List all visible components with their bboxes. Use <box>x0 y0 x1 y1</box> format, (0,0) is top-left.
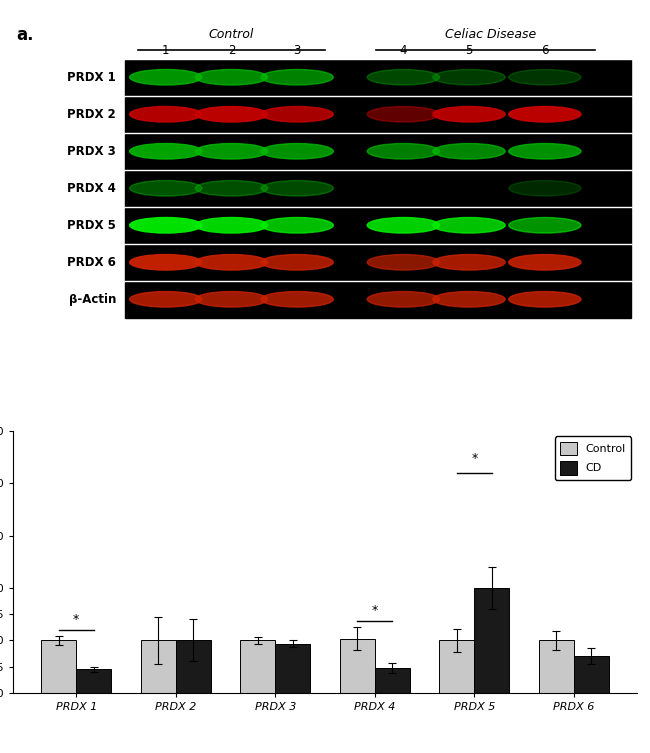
Bar <box>340 639 375 693</box>
Text: PRDX 5: PRDX 5 <box>67 219 116 232</box>
Ellipse shape <box>433 69 505 85</box>
Text: PRDX 4: PRDX 4 <box>67 181 116 195</box>
Ellipse shape <box>195 255 268 270</box>
Ellipse shape <box>433 291 505 307</box>
Bar <box>125 245 630 281</box>
Bar <box>539 640 574 693</box>
Ellipse shape <box>195 218 268 233</box>
Ellipse shape <box>433 255 505 270</box>
Ellipse shape <box>509 291 581 307</box>
Bar <box>125 59 630 96</box>
Bar <box>574 656 608 693</box>
Text: 4: 4 <box>400 44 407 57</box>
Text: a.: a. <box>16 26 34 44</box>
Text: 2: 2 <box>227 44 235 57</box>
Ellipse shape <box>129 69 202 85</box>
Bar <box>375 668 410 693</box>
Ellipse shape <box>129 144 202 159</box>
Ellipse shape <box>433 144 505 159</box>
Ellipse shape <box>367 144 439 159</box>
Ellipse shape <box>261 181 333 196</box>
Text: β-Actin: β-Actin <box>69 293 116 306</box>
Bar <box>76 669 111 693</box>
Bar <box>125 134 630 169</box>
Legend: Control, CD: Control, CD <box>554 437 631 480</box>
Bar <box>141 640 176 693</box>
Ellipse shape <box>367 69 439 85</box>
Ellipse shape <box>261 144 333 159</box>
Ellipse shape <box>509 144 581 159</box>
Text: Control: Control <box>209 28 254 41</box>
Ellipse shape <box>509 255 581 270</box>
Text: 6: 6 <box>541 44 549 57</box>
Ellipse shape <box>261 255 333 270</box>
Bar <box>125 171 630 207</box>
Ellipse shape <box>195 181 268 196</box>
Text: PRDX 1: PRDX 1 <box>67 71 116 84</box>
Bar <box>125 208 630 244</box>
Ellipse shape <box>129 218 202 233</box>
Ellipse shape <box>509 69 581 85</box>
Ellipse shape <box>509 181 581 196</box>
Ellipse shape <box>261 106 333 122</box>
Ellipse shape <box>195 291 268 307</box>
Bar <box>176 640 211 693</box>
Bar <box>439 640 474 693</box>
Ellipse shape <box>195 106 268 122</box>
Bar <box>42 640 76 693</box>
Text: *: * <box>471 452 477 465</box>
Text: *: * <box>73 613 79 626</box>
Text: 5: 5 <box>465 44 473 57</box>
Ellipse shape <box>129 181 202 196</box>
Text: 1: 1 <box>162 44 170 57</box>
Ellipse shape <box>367 255 439 270</box>
Text: PRDX 2: PRDX 2 <box>67 108 116 120</box>
Ellipse shape <box>509 106 581 122</box>
Bar <box>125 282 630 318</box>
Text: PRDX 3: PRDX 3 <box>67 145 116 158</box>
Bar <box>474 588 509 693</box>
Ellipse shape <box>129 106 202 122</box>
Ellipse shape <box>195 144 268 159</box>
Ellipse shape <box>261 218 333 233</box>
Bar <box>240 640 275 693</box>
Ellipse shape <box>195 69 268 85</box>
Text: PRDX 6: PRDX 6 <box>67 256 116 269</box>
Ellipse shape <box>433 218 505 233</box>
Ellipse shape <box>367 291 439 307</box>
Text: 3: 3 <box>294 44 301 57</box>
Ellipse shape <box>367 106 439 122</box>
Bar <box>275 644 310 693</box>
Ellipse shape <box>509 218 581 233</box>
Bar <box>125 97 630 133</box>
Ellipse shape <box>433 106 505 122</box>
Ellipse shape <box>129 255 202 270</box>
Ellipse shape <box>261 291 333 307</box>
Text: *: * <box>372 605 378 617</box>
Text: Celiac Disease: Celiac Disease <box>445 28 537 41</box>
Ellipse shape <box>129 291 202 307</box>
Ellipse shape <box>261 69 333 85</box>
Ellipse shape <box>367 218 439 233</box>
